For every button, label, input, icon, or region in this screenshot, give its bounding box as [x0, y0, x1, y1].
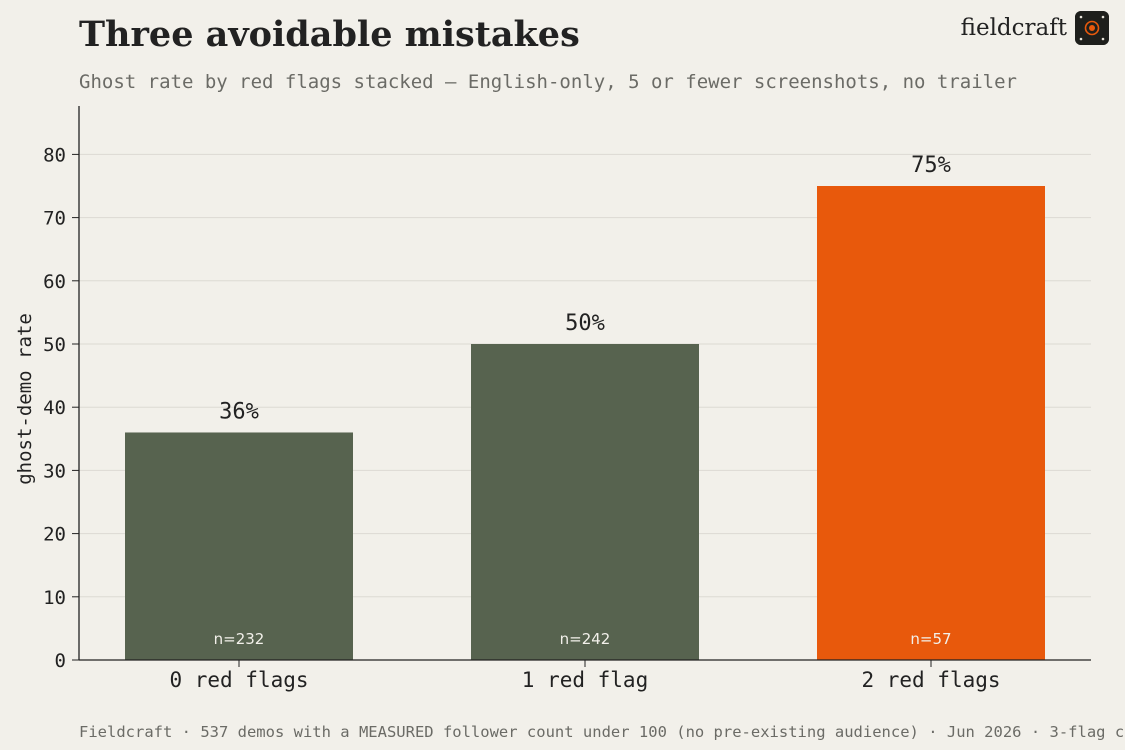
- bar-sample-size-label: n=242: [560, 630, 611, 648]
- y-tick-label: 10: [43, 587, 66, 609]
- bar-sample-size-label: n=57: [910, 630, 951, 648]
- y-tick-label: 60: [43, 271, 66, 293]
- brand-name: fieldcraft: [960, 15, 1067, 41]
- y-tick-label: 70: [43, 208, 66, 230]
- y-tick-label: 20: [43, 524, 66, 546]
- data-labels: 36% n=232 50% n=242 75% n=57: [214, 153, 952, 648]
- bar: [125, 432, 353, 660]
- y-tick-label: 0: [55, 650, 66, 672]
- brand: fieldcraft: [961, 11, 1109, 45]
- bar: [817, 186, 1045, 660]
- y-tick-label: 30: [43, 460, 66, 482]
- bars: [125, 186, 1045, 660]
- chart-title: Three avoidable mistakes: [79, 14, 580, 55]
- y-tick-label: 80: [43, 144, 66, 166]
- x-tick-label: 2 red flags: [861, 668, 1000, 692]
- x-tick-label: 1 red flag: [522, 668, 648, 692]
- x-tick-label: 0 red flags: [169, 668, 308, 692]
- y-tick-label: 40: [43, 397, 66, 419]
- chart-subtitle: Ghost rate by red flags stacked — Englis…: [79, 71, 1017, 93]
- footer-note: Fieldcraft · 537 demos with a MEASURED f…: [79, 723, 1125, 741]
- axes: 0 10 20 30 40 50 60 70 80 ghost-demo rate 0 red fl…: [14, 106, 1091, 692]
- bar-sample-size-label: n=232: [214, 630, 265, 648]
- bar: [471, 344, 699, 660]
- y-axis-label: ghost-demo rate: [14, 313, 36, 485]
- bar-value-label: 75%: [911, 153, 951, 178]
- bar-value-label: 36%: [219, 399, 259, 424]
- target-dots-icon: [1075, 11, 1109, 45]
- y-tick-label: 50: [43, 334, 66, 356]
- bar-value-label: 50%: [565, 311, 605, 336]
